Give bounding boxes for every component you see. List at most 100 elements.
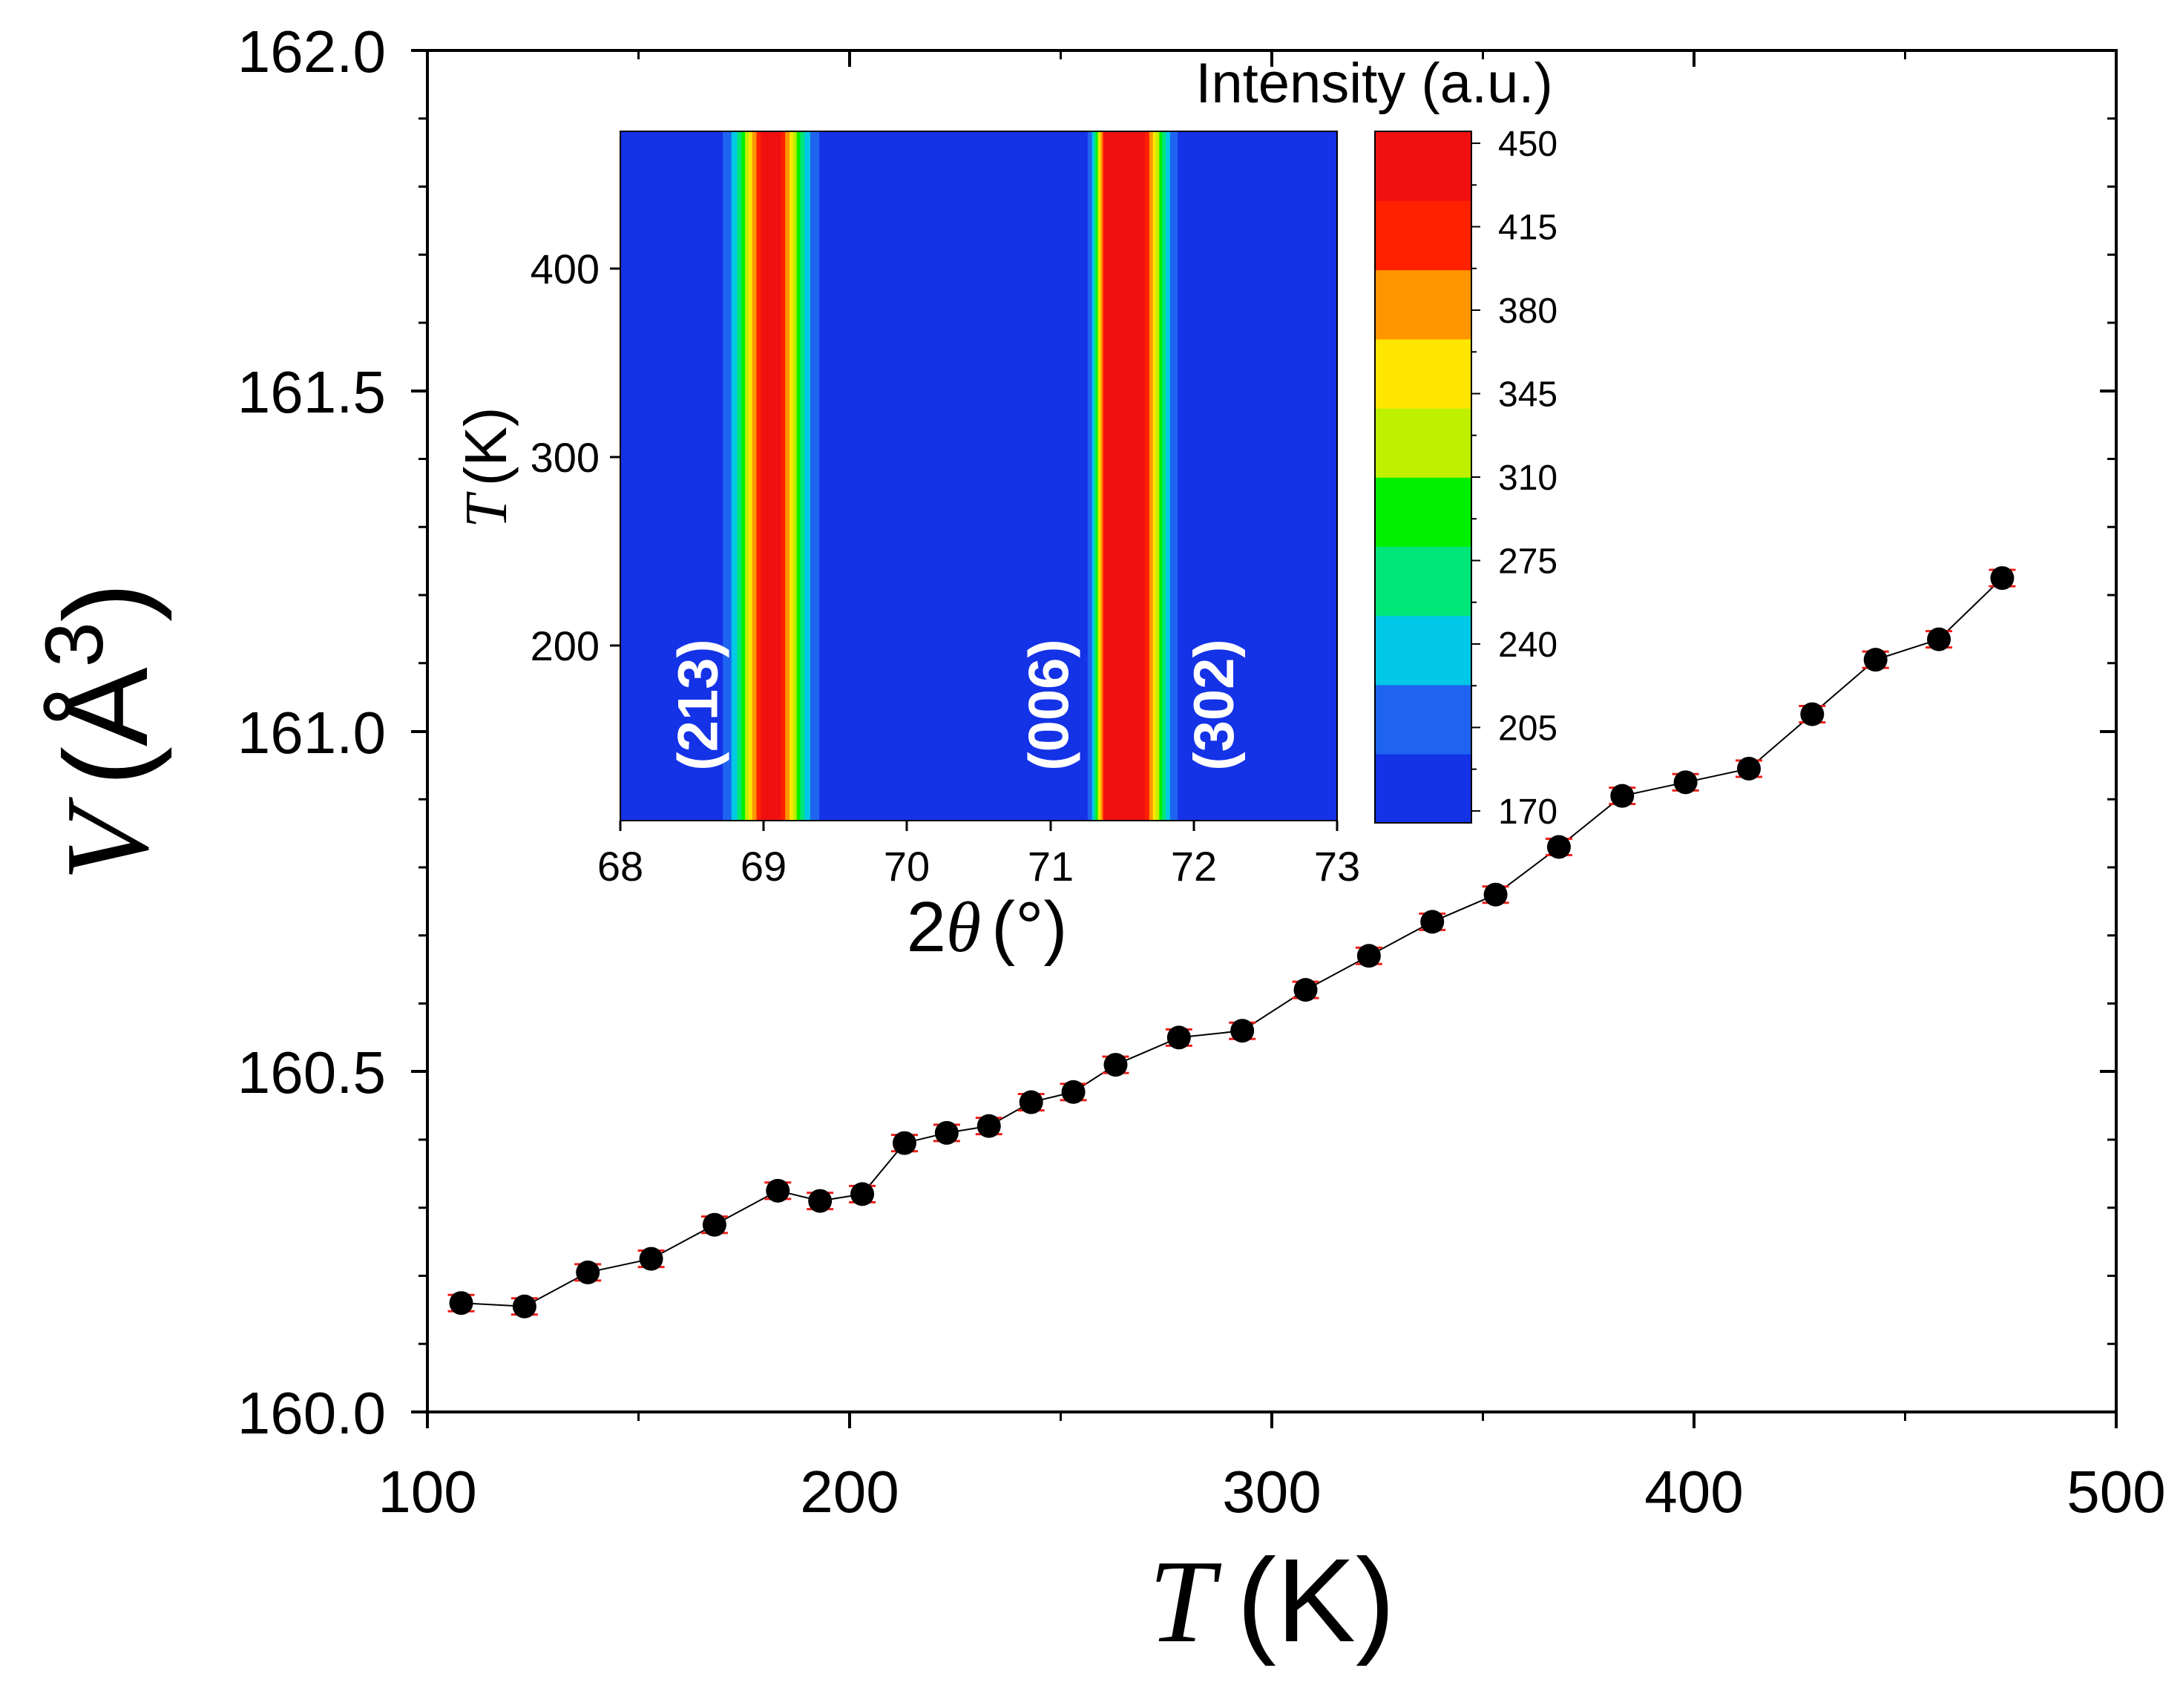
heatmap-cell [1142, 131, 1143, 821]
colorbar-bands [1375, 131, 1471, 824]
heatmap-cell [1149, 131, 1151, 821]
heatmap-cell [758, 131, 760, 821]
heatmap-cell [757, 131, 759, 821]
heatmap-cell [1129, 131, 1132, 821]
heatmap-cell [752, 131, 754, 821]
colorbar-tick-label: 240 [1498, 625, 1557, 665]
inset-heatmap [723, 131, 1178, 821]
heatmap-cell [1129, 131, 1131, 821]
heatmap-cell [784, 131, 786, 821]
heatmap-cell [1137, 131, 1139, 821]
heatmap-cell [815, 131, 818, 821]
heatmap-cell [782, 131, 784, 821]
peak-label-2: (302) [1183, 639, 1246, 770]
heatmap-cell [808, 131, 810, 821]
heatmap-cell [1128, 131, 1130, 821]
heatmap-cell [778, 131, 780, 821]
heatmap-cell [1089, 131, 1091, 821]
heatmap-cell [735, 131, 738, 821]
inset-x-tick-label-70: 70 [884, 843, 930, 890]
data-point [1673, 770, 1698, 795]
heatmap-cell [1159, 131, 1161, 821]
main-plot: 100 200 300 400 500 160.0 160.5 161.0 16… [29, 19, 2166, 1667]
heatmap-cell [1116, 131, 1118, 821]
heatmap-cell [1109, 131, 1112, 821]
heatmap-cell [1150, 131, 1152, 821]
x-tick-label-200: 200 [800, 1459, 899, 1525]
heatmap-cell [773, 131, 775, 821]
heatmap-cell [739, 131, 741, 821]
heatmap-cell [742, 131, 743, 821]
heatmap-cell [1149, 131, 1152, 821]
inset-x-tick-label-69: 69 [741, 843, 787, 890]
heatmap-cell [798, 131, 800, 821]
heatmap-cell [1096, 131, 1097, 821]
heatmap-cell [1098, 131, 1100, 821]
inset-y-axis-symbol: T [454, 491, 519, 528]
data-point [892, 1131, 916, 1155]
data-point [576, 1260, 600, 1284]
heatmap-cell [1092, 131, 1094, 821]
inset-x-ticks [619, 821, 1339, 831]
heatmap-cell [1111, 131, 1113, 821]
heatmap-cell [800, 131, 802, 821]
heatmap-cell [1161, 131, 1163, 821]
heatmap-cell [810, 131, 813, 821]
heatmap-cell [746, 131, 749, 821]
heatmap-cell [735, 131, 737, 821]
main-series [447, 566, 2016, 1318]
inset-x-tick-label-73: 73 [1314, 843, 1360, 890]
heatmap-cell [772, 131, 775, 821]
data-point [1166, 1025, 1191, 1050]
heatmap-cell [723, 131, 724, 821]
heatmap-cell [1093, 131, 1095, 821]
heatmap-cell [734, 131, 736, 821]
y-tick-label-162.0: 162.0 [237, 19, 386, 85]
heatmap-cell [1140, 131, 1141, 821]
heatmap-cell [740, 131, 741, 821]
heatmap-cell [787, 131, 788, 821]
colorbar-band [1375, 615, 1471, 686]
heatmap-cell [1158, 131, 1160, 821]
heatmap-cell [784, 131, 785, 821]
heatmap-cell [801, 131, 802, 821]
heatmap-cell [732, 131, 734, 821]
heatmap-cell [1163, 131, 1165, 821]
heatmap-cell [804, 131, 805, 821]
heatmap-cell [1090, 131, 1092, 821]
heatmap-cell [1155, 131, 1157, 821]
heatmap-cell [738, 131, 740, 821]
inset-x-axis-unit: (°) [991, 887, 1067, 967]
heatmap-cell [766, 131, 767, 821]
heatmap-cell [1139, 131, 1140, 821]
heatmap-cell [1140, 131, 1142, 821]
heatmap-cell [1147, 131, 1149, 821]
heatmap-cell [743, 131, 744, 821]
heatmap-cell [796, 131, 798, 821]
heatmap-cell [1119, 131, 1120, 821]
heatmap-cell [769, 131, 772, 821]
main-y-ticks [411, 49, 2116, 1413]
heatmap-cell [1110, 131, 1112, 821]
heatmap-cell [1126, 131, 1128, 821]
heatmap-cell [1145, 131, 1146, 821]
heatmap-cell [789, 131, 790, 821]
heatmap-cell [1168, 131, 1170, 821]
inset-y-axis-label: T (K) [453, 407, 519, 528]
heatmap-cell [1089, 131, 1092, 821]
heatmap-cell [785, 131, 787, 821]
heatmap-cell [1118, 131, 1120, 821]
y-tick-label-160.0: 160.0 [237, 1380, 386, 1446]
heatmap-cell [726, 131, 727, 821]
heatmap-cell [803, 131, 804, 821]
data-point [976, 1114, 1001, 1138]
inset-y-tick-labels: 200 300 400 [531, 246, 600, 669]
heatmap-cell [1143, 131, 1144, 821]
heatmap-cell [790, 131, 792, 821]
heatmap-cell [1092, 131, 1094, 821]
heatmap-cell [807, 131, 809, 821]
data-point [702, 1212, 726, 1237]
heatmap-cell [1100, 131, 1102, 821]
heatmap-cell [780, 131, 781, 821]
colorbar-tick-label: 205 [1498, 709, 1557, 748]
